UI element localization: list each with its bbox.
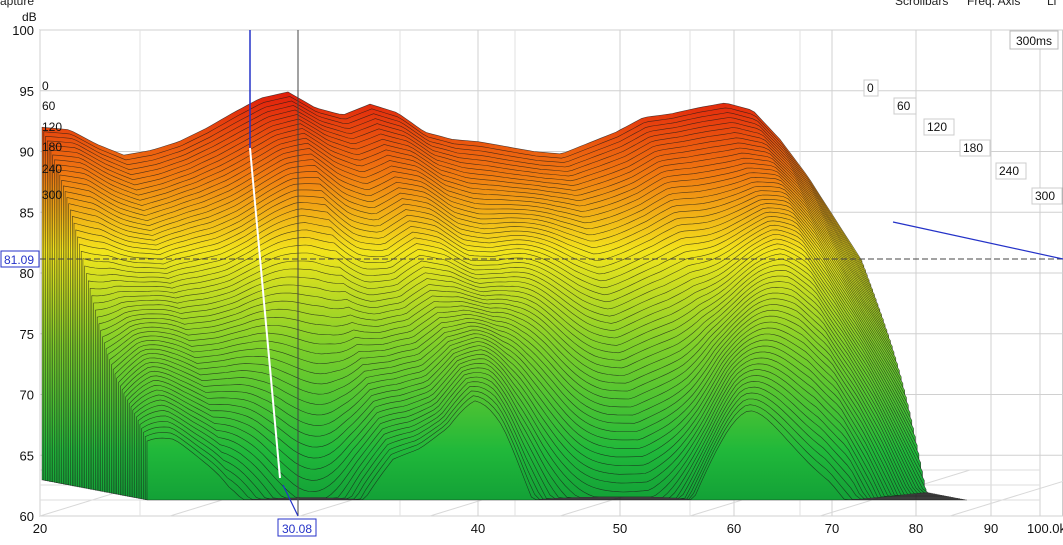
cursor-depth-line xyxy=(892,221,1063,260)
x-tick-label: 50 xyxy=(613,521,627,536)
cursor-x-box xyxy=(277,518,317,537)
y-tick-label: 85 xyxy=(20,205,34,220)
capture-label: apture xyxy=(0,0,35,8)
x-tick-label: 60 xyxy=(727,521,741,536)
time-label-box xyxy=(959,139,991,157)
time-label-left: 180 xyxy=(42,140,62,154)
time-label-left: 300 xyxy=(42,188,62,202)
time-label-left: 240 xyxy=(42,162,62,176)
y-tick-labels: 100 95 90 85 80 75 70 65 60 xyxy=(12,23,34,524)
time-label-box xyxy=(863,79,879,97)
y-tick-label: 90 xyxy=(20,145,34,160)
x-tick-label: 90 xyxy=(984,521,998,536)
y-tick-label: 60 xyxy=(20,509,34,524)
time-label-right: 240 xyxy=(999,164,1019,178)
freq-axis-label[interactable]: Freq. Axis xyxy=(967,0,1021,8)
cursor-y-box xyxy=(0,250,40,268)
time-label-box xyxy=(995,162,1027,180)
time-label-box xyxy=(1031,187,1063,205)
time-label-box xyxy=(893,97,917,115)
y-tick-label: 95 xyxy=(20,84,34,99)
y-tick-label: 80 xyxy=(20,266,34,281)
x-tick-label: 40 xyxy=(471,521,485,536)
time-label-box xyxy=(923,118,955,136)
time-label-right: 120 xyxy=(927,120,947,134)
top-bar: apture Scrollbars Freq. Axis Li xyxy=(0,0,1063,8)
cursor-y-value: 81.09 xyxy=(4,253,34,267)
cursor-trace xyxy=(249,147,281,479)
waterfall-slice xyxy=(146,400,967,501)
y-tick-label: 75 xyxy=(20,327,34,342)
cursor-x-value: 30.08 xyxy=(282,522,312,536)
x-tick-label: 70 xyxy=(825,521,839,536)
right-cut-label: Li xyxy=(1047,0,1057,8)
y-tick-label: 100 xyxy=(12,23,34,38)
time-label-right: 300 xyxy=(1035,189,1055,203)
x-tick-label: 20 xyxy=(33,521,47,536)
time-range-box[interactable] xyxy=(1009,30,1059,50)
y-axis-label: dB xyxy=(22,10,37,24)
y-tick-label: 65 xyxy=(20,448,34,463)
time-range-label: 300ms xyxy=(1016,34,1052,48)
x-tick-label: 80 xyxy=(909,521,923,536)
time-label-left: 120 xyxy=(42,120,62,134)
x-tick-label: 100.0k xyxy=(1027,521,1063,536)
cursor-foot-line xyxy=(282,484,299,517)
time-label-left: 0 xyxy=(42,79,49,93)
time-label-right: 180 xyxy=(963,141,983,155)
time-label-left: 60 xyxy=(42,99,56,113)
x-tick-labels: 20 40 50 60 70 80 90 100.0k xyxy=(33,521,1063,536)
waterfall-slices xyxy=(41,91,967,501)
time-label-right: 60 xyxy=(897,99,911,113)
time-label-right: 0 xyxy=(867,81,874,95)
scrollbars-label[interactable]: Scrollbars xyxy=(895,0,949,8)
floor-line xyxy=(949,480,1063,517)
time-slice-labels: 0 60 120 180 240 300 0 60 120 180 240 300 xyxy=(42,79,1063,205)
y-tick-label: 70 xyxy=(20,388,34,403)
